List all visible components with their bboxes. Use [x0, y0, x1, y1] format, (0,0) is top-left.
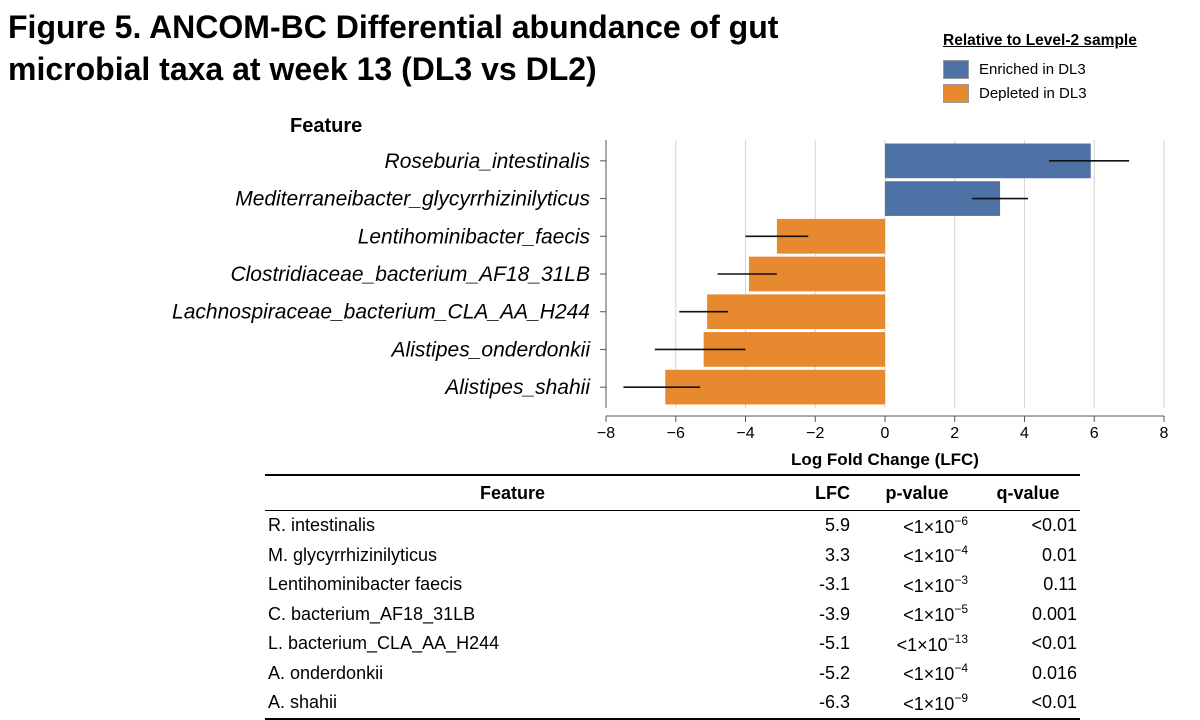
y-tick-label: Alistipes_shahii	[443, 376, 591, 399]
cell-lfc: -3.9	[818, 603, 850, 624]
legend-item-depleted: Depleted in DL3	[943, 81, 1137, 105]
cell-pvalue: <1×10−13	[858, 629, 976, 659]
table-row: M. glycyrrhizinilyticus 3.3 <1×10−4 0.01	[265, 541, 1080, 571]
pvalue-base: <1×10	[903, 605, 955, 626]
legend-item-enriched: Enriched in DL3	[943, 57, 1137, 81]
cell-feature: M. glycyrrhizinilyticus	[268, 544, 438, 565]
table-header-row: Feature LFC p-value q-value	[265, 476, 1080, 511]
x-tick-label: −4	[736, 425, 754, 442]
legend-label-enriched: Enriched in DL3	[979, 60, 1086, 78]
x-tick-label: −8	[597, 425, 615, 442]
cell-feature: Lentihominibacter faecis	[268, 574, 463, 595]
cell-pvalue: <1×10−4	[858, 541, 976, 571]
y-tick-label: Lachnospiraceae_bacterium_CLA_AA_H244	[172, 301, 590, 324]
table-header-pvalue: p-value	[858, 476, 976, 511]
table-row: Lentihominibacter faecis -3.1 <1×10−3 0.11	[265, 570, 1080, 600]
cell-lfc: -5.1	[818, 633, 850, 654]
cell-pvalue: <1×10−5	[858, 600, 976, 630]
x-tick-label: −6	[667, 425, 685, 442]
legend-label-depleted: Depleted in DL3	[979, 84, 1087, 102]
cell-feature: C. bacterium_AF18_31LB	[268, 603, 476, 624]
pvalue-exponent: −4	[954, 661, 968, 676]
cell-feature: A. shahii	[268, 692, 338, 713]
x-axis-title: Log Fold Change (LFC)	[791, 450, 979, 469]
x-tick-label: 2	[950, 425, 959, 442]
results-table: Feature LFC p-value q-value R. intestina…	[265, 474, 1080, 720]
cell-lfc: -5.2	[818, 662, 850, 683]
pvalue-exponent: −9	[954, 690, 968, 705]
x-tick-label: 0	[881, 425, 890, 442]
pvalue-exponent: −6	[954, 513, 968, 528]
cell-lfc: -6.3	[818, 692, 850, 713]
bar	[707, 294, 885, 330]
pvalue-base: <1×10	[903, 546, 955, 567]
table-header-lfc: LFC	[760, 476, 858, 511]
table-row: R. intestinalis 5.9 <1×10−6 <0.01	[265, 511, 1080, 541]
table-header-feature: Feature	[265, 476, 760, 511]
y-axis-title: Feature	[290, 115, 362, 137]
legend-title: Relative to Level-2 sample	[943, 32, 1137, 49]
cell-feature: R. intestinalis	[268, 515, 376, 536]
x-tick-label: −2	[806, 425, 824, 442]
pvalue-exponent: −4	[954, 543, 968, 558]
cell-lfc: -3.1	[818, 574, 850, 595]
cell-pvalue: <1×10−9	[858, 688, 976, 718]
figure-title-line2: microbial taxa at week 13 (DL3 vs DL2)	[8, 51, 597, 87]
bar	[665, 369, 885, 405]
cell-qvalue: 0.001	[1031, 603, 1077, 624]
cell-pvalue: <1×10−4	[858, 659, 976, 689]
cell-qvalue: <0.01	[1031, 633, 1077, 654]
cell-qvalue: <0.01	[1031, 515, 1077, 536]
pvalue-base: <1×10	[903, 516, 955, 537]
cell-qvalue: 0.016	[1031, 662, 1077, 683]
cell-pvalue: <1×10−3	[858, 570, 976, 600]
y-tick-label: Roseburia_intestinalis	[385, 150, 591, 173]
table-row: A. onderdonkii -5.2 <1×10−4 0.016	[265, 659, 1080, 689]
x-tick-label: 8	[1160, 425, 1169, 442]
y-tick-label: Lentihominibacter_faecis	[358, 225, 591, 248]
cell-qvalue: 0.01	[1041, 544, 1077, 565]
table-row: L. bacterium_CLA_AA_H244 -5.1 <1×10−13 <0.0…	[265, 629, 1080, 659]
legend-swatch-depleted	[943, 83, 969, 103]
cell-feature: A. onderdonkii	[268, 662, 384, 683]
table-header-qvalue: q-value	[976, 476, 1080, 511]
cell-pvalue: <1×10−6	[858, 511, 976, 541]
pvalue-base: <1×10	[896, 634, 948, 655]
y-tick-label: Mediterraneibacter_glycyrrhizinilyticus	[235, 188, 590, 211]
legend: Relative to Level-2 sample Enriched in D…	[943, 32, 1137, 105]
pvalue-base: <1×10	[903, 575, 955, 596]
table-row: A. shahii -6.3 <1×10−9 <0.01	[265, 688, 1080, 718]
cell-feature: L. bacterium_CLA_AA_H244	[268, 633, 500, 654]
y-tick-label: Clostridiaceae_bacterium_AF18_31LB	[230, 263, 590, 286]
cell-lfc: 3.3	[824, 544, 850, 565]
pvalue-base: <1×10	[903, 664, 955, 685]
legend-swatch-enriched	[943, 59, 969, 79]
pvalue-exponent: −5	[954, 602, 968, 617]
y-tick-label: Alistipes_onderdonkii	[390, 338, 592, 361]
figure-title-line1: Figure 5. ANCOM-BC Differential abundanc…	[8, 9, 779, 45]
cell-qvalue: 0.11	[1043, 574, 1077, 595]
cell-lfc: 5.9	[824, 515, 850, 536]
pvalue-exponent: −3	[954, 572, 968, 587]
x-tick-label: 6	[1090, 425, 1099, 442]
x-tick-label: 4	[1020, 425, 1029, 442]
figure-title: Figure 5. ANCOM-BC Differential abundanc…	[8, 6, 908, 90]
table-row: C. bacterium_AF18_31LB -3.9 <1×10−5 0.001	[265, 600, 1080, 630]
pvalue-exponent: −13	[947, 631, 968, 646]
pvalue-base: <1×10	[903, 693, 955, 714]
cell-qvalue: <0.01	[1031, 692, 1077, 713]
